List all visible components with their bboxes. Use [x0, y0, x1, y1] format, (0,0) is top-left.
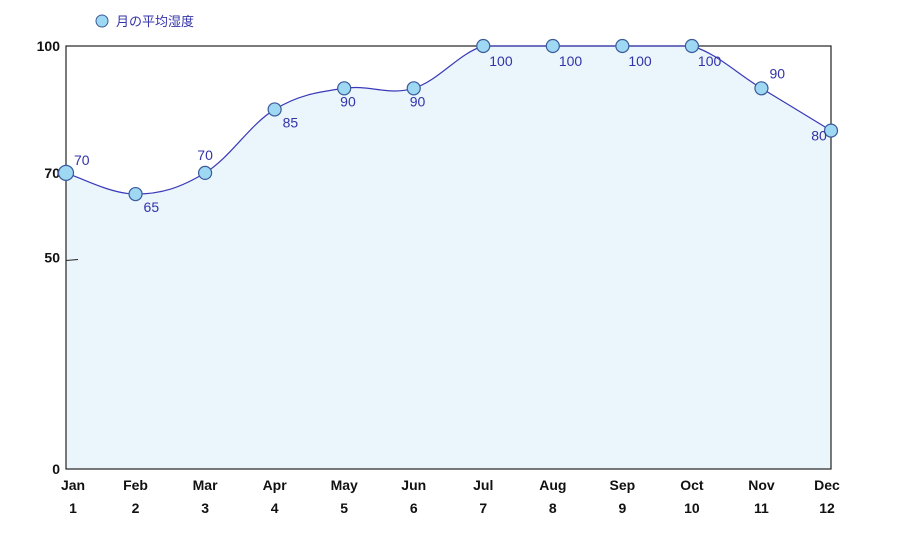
y-tick-label: 0: [52, 461, 60, 477]
data-label: 85: [283, 114, 299, 130]
x-tick-label: 11: [754, 500, 769, 516]
data-point: [57, 164, 75, 181]
x-category-label: Aug: [539, 477, 566, 493]
y-tick-label: 100: [37, 38, 61, 54]
y-tick-label: 70: [44, 165, 60, 181]
data-label: 100: [628, 53, 652, 69]
data-point: [476, 38, 491, 54]
y-axis-ticks: 0 50 70 100: [37, 38, 61, 477]
data-label: 100: [559, 53, 583, 69]
x-tick-label: 12: [819, 500, 835, 516]
x-category-label: Dec: [814, 477, 840, 493]
x-axis-ticks: Jan 1 Feb 2 Mar 3 Apr 4 May 5 Jun 6 Jul 7 Aug 8 Sep 9 Oct 1…: [61, 477, 840, 516]
plot-area: [65, 45, 832, 470]
x-category-label: Oct: [680, 477, 704, 493]
data-point: [267, 102, 282, 117]
x-tick-label: 3: [201, 500, 209, 516]
data-label: 90: [410, 93, 426, 109]
plot-frame: [65, 45, 832, 470]
x-tick-label: 9: [618, 500, 626, 516]
humidity-area-fill: [66, 46, 831, 469]
x-category-label: Feb: [123, 477, 148, 493]
x-category-label: Nov: [748, 477, 775, 493]
data-point: [197, 165, 213, 180]
x-category-label: May: [331, 477, 358, 493]
data-label: 65: [144, 199, 160, 215]
data-markers: [57, 38, 839, 202]
x-tick-label: 7: [479, 500, 487, 516]
x-tick-label: 10: [684, 500, 700, 516]
y-tick-label: 50: [44, 250, 60, 266]
legend: 月の平均湿度: [95, 14, 194, 30]
x-tick-label: 2: [132, 500, 140, 516]
data-point: [754, 81, 769, 96]
x-category-label: Apr: [263, 477, 288, 493]
data-label: 100: [698, 53, 722, 69]
x-category-label: Jun: [401, 477, 426, 493]
data-label: 80: [811, 128, 827, 144]
x-category-label: Jul: [473, 477, 493, 493]
data-labels: 70 65 70 85 90 90 100 100 100 100 90 80: [74, 53, 827, 215]
data-point: [406, 81, 421, 96]
x-tick-label: 1: [69, 500, 77, 516]
x-tick-label: 5: [340, 500, 348, 516]
y-tick-mark-50: [65, 259, 79, 261]
x-tick-label: 6: [410, 500, 418, 516]
x-tick-label: 4: [271, 500, 279, 516]
data-label: 90: [340, 93, 356, 109]
data-label: 70: [197, 147, 213, 163]
data-label: 90: [769, 65, 785, 81]
data-label: 100: [489, 53, 513, 69]
data-label: 70: [74, 152, 90, 168]
legend-marker-icon: [95, 14, 109, 28]
data-point: [337, 81, 352, 96]
data-point: [684, 38, 700, 54]
data-point: [823, 123, 839, 138]
x-tick-label: 8: [549, 500, 557, 516]
data-point: [545, 38, 560, 54]
data-point: [128, 186, 143, 202]
x-category-label: Jan: [61, 477, 85, 493]
x-category-label: Sep: [610, 477, 636, 493]
x-category-label: Mar: [193, 477, 218, 493]
data-point: [615, 38, 630, 54]
legend-entry: 月の平均湿度: [116, 14, 194, 30]
